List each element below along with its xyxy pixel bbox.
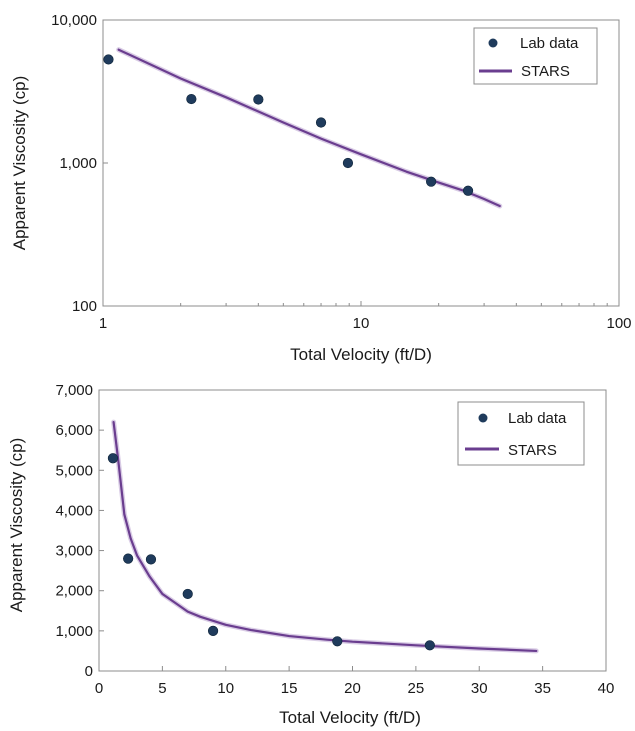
y-axis-label-linear: Apparent Viscosity (cp): [7, 438, 26, 612]
y-tick-label-linear: 5,000: [55, 462, 93, 479]
lab-data-point-linear: [182, 588, 193, 600]
lab-data-point-linear: [207, 625, 219, 636]
y-tick-labels-log: 100 1,000 10,000: [51, 12, 108, 315]
legend-lab-label-log: Lab data: [520, 35, 579, 52]
stars-line-linear: [111, 419, 539, 654]
y-tick-label-log: 100: [72, 298, 97, 315]
lab-data-point-log: [103, 54, 114, 65]
x-tick-label-linear: 15: [281, 680, 298, 697]
stars-line-path-linear: [112, 421, 538, 653]
x-tick-label-linear: 20: [344, 680, 361, 697]
lab-data-point-log: [253, 94, 264, 105]
legend-linear: Lab data STARS: [457, 401, 585, 466]
lab-data-point-linear: [145, 554, 157, 565]
lab-data-point-log: [342, 157, 354, 169]
x-axis-label-log: Total Velocity (ft/D): [290, 345, 432, 364]
lab-data-points-linear: [107, 453, 435, 651]
x-tick-label-linear: 25: [408, 680, 425, 697]
y-tick-label-linear: 6,000: [55, 422, 93, 439]
chart-log-log: 100 1,000 10,000 1 10 100 Total Velocity (ft…: [10, 12, 632, 364]
x-tick-label-linear: 10: [217, 680, 234, 697]
stars-line-log: [116, 47, 503, 209]
y-tick-label-log: 10,000: [51, 12, 97, 29]
x-axis-label-linear: Total Velocity (ft/D): [279, 708, 421, 727]
lab-data-point-log: [462, 185, 474, 196]
lab-data-point-linear: [424, 640, 435, 651]
y-tick-label-linear: 3,000: [55, 543, 93, 560]
y-tick-label-linear: 7,000: [55, 382, 93, 399]
lab-data-point-log: [315, 117, 327, 128]
x-tick-label-linear: 5: [158, 680, 166, 697]
legend-stars-label-log: STARS: [521, 63, 570, 80]
x-tick-label-linear: 0: [95, 680, 103, 697]
chart-linear: 0 1,000 2,000 3,000 4,000 5,000 6,000 7,000 0 5 1…: [7, 382, 614, 727]
legend-box-linear: [457, 401, 585, 466]
lab-data-point-linear: [107, 453, 119, 464]
x-tick-label-log: 1: [99, 315, 107, 332]
legend-lab-label-linear: Lab data: [508, 410, 567, 427]
lab-data-point-log: [426, 176, 437, 187]
y-axis-label-log: Apparent Viscosity (cp): [10, 76, 29, 250]
x-tick-labels-log: 1 10 100: [99, 301, 632, 332]
y-tick-label-linear: 2,000: [55, 583, 93, 600]
x-tick-label-linear: 35: [534, 680, 551, 697]
legend-lab-marker-log: [488, 38, 498, 48]
x-tick-labels-linear: 0 5 10 15 20 25 30 35 40: [95, 666, 615, 697]
y-tick-label-linear: 4,000: [55, 502, 93, 519]
legend-log: Lab data STARS: [473, 27, 598, 85]
y-tick-label-log: 1,000: [59, 155, 97, 172]
lab-data-point-linear: [123, 553, 134, 564]
lab-data-points-log: [103, 54, 474, 196]
y-tick-labels-linear: 0 1,000 2,000 3,000 4,000 5,000 6,000 7,000: [55, 382, 104, 680]
x-tick-label-log: 100: [606, 315, 631, 332]
legend-stars-label-linear: STARS: [508, 442, 557, 459]
lab-data-point-linear: [332, 636, 343, 647]
legend-box-log: [473, 27, 598, 85]
x-tick-label-linear: 30: [471, 680, 488, 697]
lab-data-point-log: [186, 93, 197, 105]
legend-lab-marker-linear: [478, 413, 488, 423]
x-tick-label-linear: 40: [598, 680, 615, 697]
stars-line-halo-log: [116, 47, 503, 209]
y-tick-label-linear: 1,000: [55, 623, 93, 640]
y-tick-label-linear: 0: [85, 663, 93, 680]
x-tick-label-log: 10: [353, 315, 370, 332]
